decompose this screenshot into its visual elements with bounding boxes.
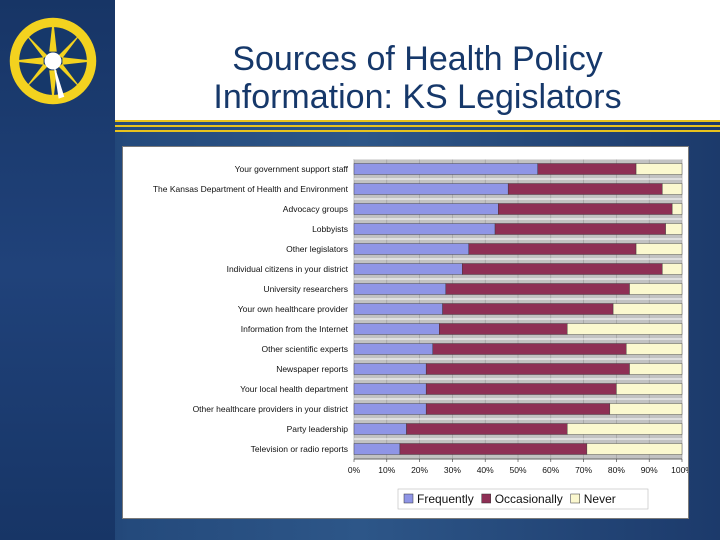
bar-occasionally-your-own-healthcare-provider [442,303,614,315]
bar-occasionally-other-scientific-experts [432,343,627,355]
bar-never-advocacy-groups [671,203,683,215]
bar-never-other-scientific-experts [626,343,683,355]
bar-never-individual-citizens-in-your-district [662,263,683,275]
bar-occasionally-university-researchers [445,283,630,295]
category-label: Individual citizens in your district [227,264,349,274]
starburst-compass-logo [9,17,97,105]
bar-frequently-other-legislators [353,243,470,255]
bar-never-lobbyists [665,223,683,235]
x-tick-label: 40% [477,465,494,475]
x-tick-label: 20% [411,465,428,475]
legend-box [397,488,649,510]
category-label: Television or radio reports [251,444,348,454]
bar-frequently-your-local-health-department [353,383,427,395]
legend-swatch-frequently [403,493,414,504]
bar-frequently-your-government-support-staff [353,163,538,175]
bar-occasionally-individual-citizens-in-your-district [462,263,663,275]
category-label: University researchers [263,284,348,294]
bar-frequently-other-healthcare-providers-in-your-district [353,403,427,415]
bar-occasionally-advocacy-groups [498,203,673,215]
bar-occasionally-other-healthcare-providers-in-your-district [425,403,611,415]
title-underline-rule [115,120,720,134]
bar-never-your-local-health-department [616,383,683,395]
bar-frequently-the-kansas-department-of-health-and-environment [353,183,509,195]
x-tick-label: 50% [509,465,526,475]
x-tick-label: 60% [542,465,559,475]
legend-swatch-occasionally [481,493,491,504]
category-label: Information from the Internet [241,324,349,334]
bar-never-television-or-radio-reports [586,443,683,455]
bar-frequently-university-researchers [353,283,447,295]
bar-occasionally-party-leadership [406,423,568,435]
x-tick-label: 0% [348,465,361,475]
bar-frequently-individual-citizens-in-your-district [353,263,463,275]
category-label: Lobbyists [312,224,348,234]
x-tick-label: 70% [575,465,592,475]
category-label: Your own healthcare provider [238,304,348,314]
x-tick-label: 10% [378,465,395,475]
x-tick-label: 30% [444,465,461,475]
chart-frame: Your government support staff The Kansas … [122,146,689,519]
bar-never-your-government-support-staff [635,163,683,175]
slide-title-line1: Sources of Health Policy [232,40,603,78]
bar-frequently-party-leadership [353,423,407,435]
bar-occasionally-the-kansas-department-of-health-and-environment [507,183,663,195]
bar-frequently-lobbyists [353,223,496,235]
category-label: Your local health department [240,384,349,394]
x-tick-label: 80% [608,465,625,475]
slide-title: Sources of Health Policy Information: KS… [115,40,720,116]
category-label: The Kansas Department of Health and Envi… [153,184,349,194]
stacked-bar-chart: Your government support staff The Kansas … [153,158,688,510]
legend-swatch-never [570,493,580,504]
category-label: Your government support staff [235,164,349,174]
bar-frequently-television-or-radio-reports [353,443,401,455]
category-label: Other legislators [286,244,348,254]
bar-never-information-from-the-internet [567,323,683,335]
bar-frequently-your-own-healthcare-provider [353,303,443,315]
bar-occasionally-television-or-radio-reports [399,443,588,455]
x-tick-label: 90% [641,465,658,475]
bar-frequently-other-scientific-experts [353,343,433,355]
bar-frequently-advocacy-groups [353,203,499,215]
category-label: Other scientific experts [262,344,348,354]
bar-occasionally-your-government-support-staff [537,163,637,175]
bar-frequently-information-from-the-internet [353,323,440,335]
bar-never-newspaper-reports [629,363,683,375]
legend-label-never: Never [584,492,616,506]
bar-occasionally-newspaper-reports [425,363,630,375]
category-label: Newspaper reports [276,364,348,374]
x-tick-label: 100% [671,465,688,475]
legend-label-frequently: Frequently [417,492,474,506]
bar-occasionally-information-from-the-internet [439,323,568,335]
bar-never-your-own-healthcare-provider [612,303,683,315]
bar-occasionally-lobbyists [494,223,666,235]
slide-title-line2: Information: KS Legislators [213,78,622,116]
bar-never-other-legislators [635,243,683,255]
category-label: Party leadership [287,424,349,434]
bar-occasionally-other-legislators [468,243,637,255]
bar-never-the-kansas-department-of-health-and-environment [662,183,683,195]
legend-label-occasionally: Occasionally [495,492,563,506]
title-panel [115,0,720,122]
bar-frequently-newspaper-reports [353,363,427,375]
category-label: Advocacy groups [283,204,348,214]
bar-occasionally-your-local-health-department [425,383,617,395]
category-label: Other healthcare providers in your distr… [193,404,349,414]
bar-never-other-healthcare-providers-in-your-district [609,403,683,415]
bar-never-university-researchers [629,283,683,295]
bar-never-party-leadership [567,423,683,435]
